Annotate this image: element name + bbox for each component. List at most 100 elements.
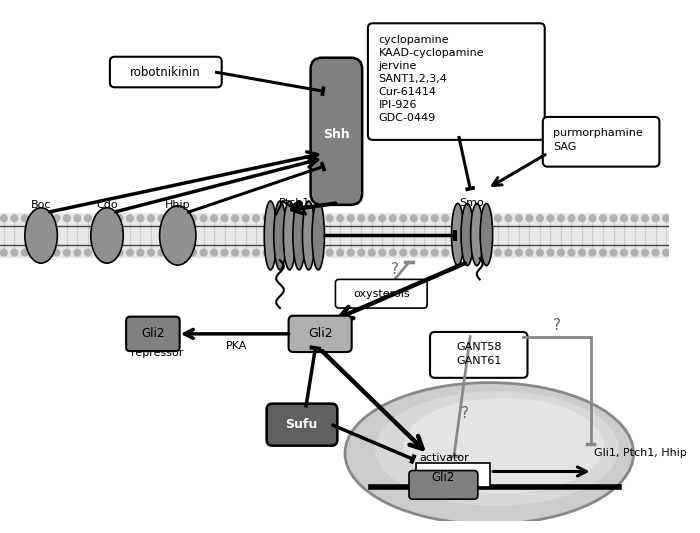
Circle shape bbox=[589, 249, 596, 256]
FancyBboxPatch shape bbox=[368, 23, 545, 140]
Circle shape bbox=[473, 249, 480, 256]
Circle shape bbox=[242, 215, 249, 222]
Text: Ptch1: Ptch1 bbox=[279, 198, 310, 208]
Circle shape bbox=[190, 249, 197, 256]
Text: IPI-926: IPI-926 bbox=[379, 100, 417, 110]
Circle shape bbox=[663, 249, 669, 256]
Circle shape bbox=[663, 215, 669, 222]
Circle shape bbox=[127, 215, 133, 222]
Circle shape bbox=[64, 215, 70, 222]
Circle shape bbox=[642, 215, 648, 222]
Circle shape bbox=[558, 249, 564, 256]
Circle shape bbox=[316, 249, 323, 256]
Circle shape bbox=[43, 249, 49, 256]
Circle shape bbox=[600, 249, 606, 256]
Circle shape bbox=[389, 215, 396, 222]
Circle shape bbox=[295, 249, 302, 256]
Circle shape bbox=[473, 215, 480, 222]
Circle shape bbox=[400, 215, 407, 222]
Circle shape bbox=[537, 249, 543, 256]
FancyBboxPatch shape bbox=[126, 317, 180, 351]
Circle shape bbox=[379, 215, 386, 222]
Circle shape bbox=[516, 249, 522, 256]
Circle shape bbox=[221, 215, 228, 222]
Text: KAAD-cyclopamine: KAAD-cyclopamine bbox=[379, 49, 484, 59]
Text: Boc: Boc bbox=[31, 200, 51, 210]
FancyBboxPatch shape bbox=[288, 316, 351, 352]
Text: SANT1,2,3,4: SANT1,2,3,4 bbox=[379, 74, 447, 84]
FancyBboxPatch shape bbox=[409, 471, 478, 499]
Circle shape bbox=[463, 215, 470, 222]
Text: Sufu: Sufu bbox=[285, 418, 317, 431]
Text: repressor: repressor bbox=[130, 348, 183, 358]
Circle shape bbox=[547, 215, 554, 222]
Circle shape bbox=[263, 215, 270, 222]
Text: SAG: SAG bbox=[553, 142, 577, 151]
Circle shape bbox=[347, 249, 354, 256]
Circle shape bbox=[589, 215, 596, 222]
Circle shape bbox=[274, 249, 281, 256]
Circle shape bbox=[232, 249, 239, 256]
Circle shape bbox=[242, 249, 249, 256]
Circle shape bbox=[85, 215, 91, 222]
Circle shape bbox=[621, 249, 627, 256]
Circle shape bbox=[22, 215, 28, 222]
Circle shape bbox=[494, 215, 501, 222]
Circle shape bbox=[579, 215, 585, 222]
Circle shape bbox=[116, 215, 122, 222]
Circle shape bbox=[32, 249, 38, 256]
Ellipse shape bbox=[403, 398, 604, 494]
Text: ?: ? bbox=[553, 318, 561, 333]
Circle shape bbox=[22, 249, 28, 256]
Circle shape bbox=[410, 249, 417, 256]
Circle shape bbox=[179, 249, 186, 256]
Circle shape bbox=[410, 215, 417, 222]
Ellipse shape bbox=[160, 206, 196, 265]
Text: Gli2: Gli2 bbox=[141, 327, 164, 341]
Text: Smo: Smo bbox=[460, 198, 484, 208]
Circle shape bbox=[64, 249, 70, 256]
Circle shape bbox=[526, 249, 533, 256]
FancyBboxPatch shape bbox=[110, 56, 222, 87]
Text: Hhip: Hhip bbox=[165, 200, 190, 210]
Circle shape bbox=[169, 215, 176, 222]
Bar bbox=[0, 213, 669, 259]
Circle shape bbox=[148, 215, 154, 222]
Ellipse shape bbox=[461, 204, 473, 265]
Circle shape bbox=[505, 215, 512, 222]
Circle shape bbox=[505, 249, 512, 256]
Circle shape bbox=[579, 249, 585, 256]
FancyBboxPatch shape bbox=[542, 117, 659, 167]
Circle shape bbox=[463, 249, 470, 256]
Ellipse shape bbox=[284, 201, 296, 270]
Circle shape bbox=[74, 249, 81, 256]
Circle shape bbox=[379, 249, 386, 256]
Circle shape bbox=[253, 249, 260, 256]
Circle shape bbox=[600, 215, 606, 222]
Circle shape bbox=[442, 249, 449, 256]
Bar bbox=[416, 463, 490, 487]
Circle shape bbox=[631, 249, 638, 256]
Text: oxysterols: oxysterols bbox=[353, 289, 410, 298]
Circle shape bbox=[106, 215, 112, 222]
Circle shape bbox=[137, 249, 144, 256]
Text: jervine: jervine bbox=[379, 61, 416, 71]
Circle shape bbox=[158, 215, 164, 222]
Circle shape bbox=[200, 249, 207, 256]
Circle shape bbox=[358, 215, 365, 222]
Circle shape bbox=[484, 249, 491, 256]
Circle shape bbox=[284, 215, 291, 222]
Circle shape bbox=[53, 249, 60, 256]
Circle shape bbox=[326, 215, 333, 222]
Circle shape bbox=[484, 215, 491, 222]
Circle shape bbox=[326, 249, 333, 256]
Circle shape bbox=[85, 249, 91, 256]
Circle shape bbox=[652, 249, 659, 256]
Text: ?: ? bbox=[391, 262, 399, 277]
Circle shape bbox=[652, 215, 659, 222]
Text: cyclopamine: cyclopamine bbox=[379, 36, 449, 45]
FancyBboxPatch shape bbox=[311, 58, 362, 205]
Text: Gli2: Gli2 bbox=[308, 327, 332, 341]
Text: Shh: Shh bbox=[323, 127, 350, 141]
Ellipse shape bbox=[480, 204, 493, 265]
